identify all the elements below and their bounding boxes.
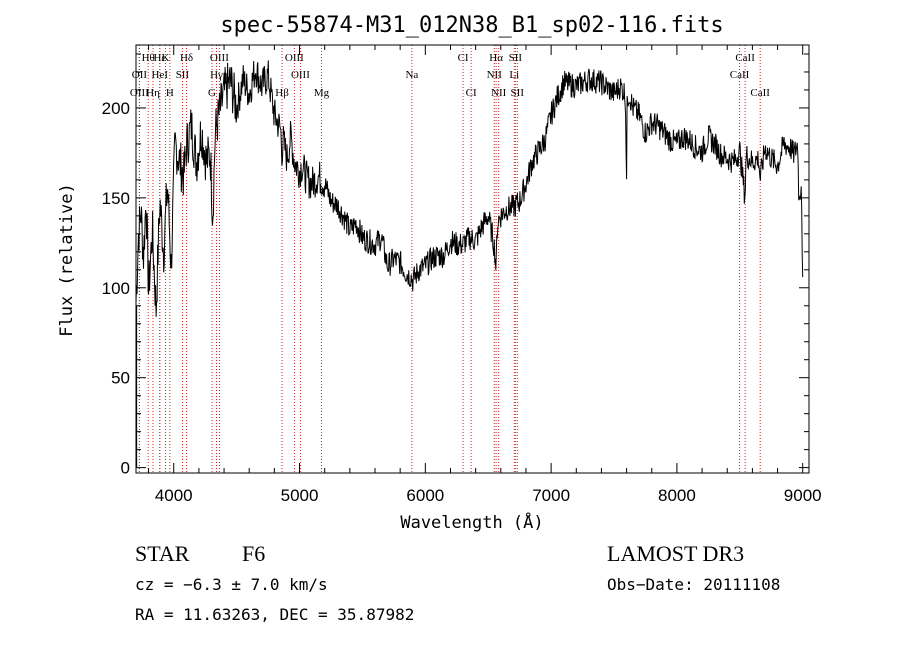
spectral-line-label: SII — [176, 69, 190, 81]
ra-dec-coordinates: RA = 11.63263, DEC = 35.87982 — [135, 605, 414, 624]
spectral-line-label: Hθ — [142, 52, 155, 64]
plot-frame — [135, 44, 810, 474]
obs-date: Obs−Date: 20111108 — [607, 575, 780, 594]
x-tick-label: 6000 — [406, 486, 444, 505]
spectral-line-label: OIII — [130, 87, 149, 99]
spectral-line-label: Hη — [146, 87, 160, 99]
spectral-line-label: SII — [511, 87, 525, 99]
x-tick-label: 5000 — [281, 486, 319, 505]
spectral-line-label: Hβ — [275, 87, 289, 99]
spectral-line-label: Li — [509, 69, 519, 81]
y-tick-label: 0 — [121, 459, 130, 478]
chart-title: spec-55874-M31_012N38_B1_sp02-116.fits — [220, 13, 723, 38]
spectral-line-label: Hγ — [210, 69, 223, 81]
flux-curve-layer — [135, 60, 804, 468]
spectral-line-label: OIII — [291, 69, 310, 81]
y-tick-label: 50 — [111, 369, 130, 388]
spectral-line-label: HeI — [152, 69, 169, 81]
x-axis-label: Wavelength (Å) — [400, 511, 543, 533]
x-tick-label: 7000 — [532, 486, 570, 505]
x-tick-label: 9000 — [784, 486, 822, 505]
object-class: STAR — [135, 541, 190, 566]
spectral-line-label: Hδ — [180, 52, 193, 64]
spectral-line-label: CI — [466, 87, 477, 99]
object-subclass: F6 — [242, 541, 265, 566]
survey-name: LAMOST DR3 — [607, 541, 744, 566]
spectral-line-label: Mg — [314, 87, 330, 99]
spectral-line-label: NII — [491, 87, 507, 99]
spectral-line-label: G — [208, 87, 216, 99]
flux-curve — [135, 60, 804, 317]
spectral-line-label: OIII — [210, 52, 229, 64]
spectral-line-label: Hε — [153, 52, 166, 64]
spectral-line-label: Na — [405, 69, 418, 81]
y-axis-label: Flux (relative) — [57, 183, 77, 337]
y-tick-label: 100 — [102, 279, 130, 298]
y-tick-label: 150 — [102, 189, 130, 208]
spectral-line-label: H — [166, 87, 174, 99]
y-tick-label: 200 — [102, 99, 130, 118]
spectral-line-label: SII — [509, 52, 523, 64]
spectral-line-label: CaII — [750, 87, 770, 99]
redshift-cz: cz = −6.3 ± 7.0 km/s — [135, 575, 328, 594]
axes-ticks-layer: 4000 5000 6000 7000 8000 9000 0 50 100 150 200 — [102, 45, 822, 505]
spectral-line-label: CI — [458, 52, 469, 64]
spectral-line-label: K — [161, 52, 169, 64]
spectral-line-label: CaII — [730, 69, 750, 81]
x-tick-label: 8000 — [658, 486, 696, 505]
spectral-line-label: OIII — [285, 52, 304, 64]
spectral-line-label: Hα — [489, 52, 503, 64]
spectral-line-label: CaII — [735, 52, 755, 64]
spectral-line-label: OII — [132, 69, 148, 81]
spectral-line-label: NII — [487, 69, 503, 81]
x-tick-label: 4000 — [155, 486, 193, 505]
